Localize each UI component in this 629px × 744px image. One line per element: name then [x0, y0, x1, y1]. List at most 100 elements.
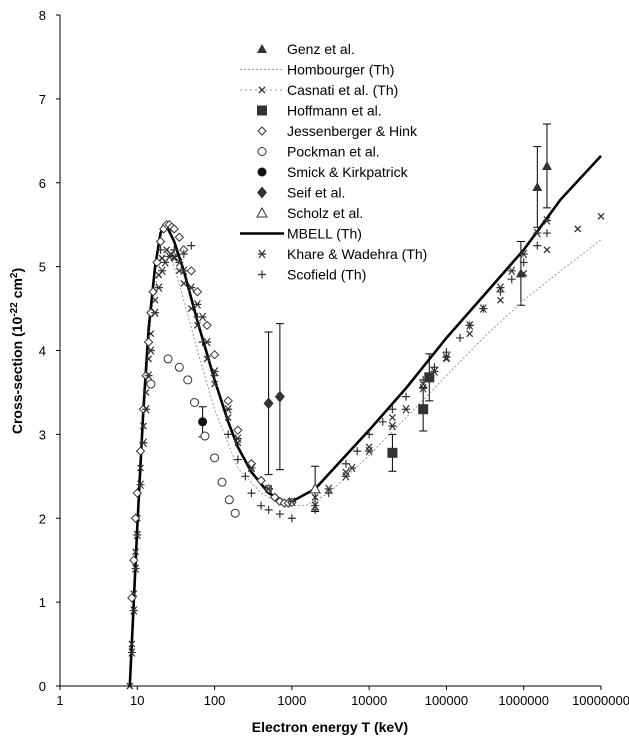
legend-label-hombourger-th: Hombourger (Th)	[287, 62, 394, 78]
data-point-khare-wadehra-th	[324, 484, 333, 494]
data-point-pockman-et-al	[163, 354, 173, 364]
legend-swatch-scofield-th	[258, 270, 266, 279]
data-point-casnati-et-al-th	[175, 267, 183, 275]
data-point-jessenberger-hink	[192, 287, 203, 297]
data-point-jessenberger-hink	[155, 236, 166, 247]
legend-label-khare-wadehra-th: Khare & Wadehra (Th)	[287, 246, 427, 262]
data-point-scofield-th	[264, 505, 273, 514]
data-point-jessenberger-hink	[148, 287, 158, 297]
data-point-khare-wadehra-th	[131, 564, 140, 573]
legend-swatch-smick-kirkpatrick	[257, 167, 267, 177]
data-point-jessenberger-hink	[233, 425, 243, 435]
data-point-hoffmann-et-al	[418, 404, 429, 415]
data-point-genz-et-al	[541, 160, 552, 170]
data-point-scofield-th	[519, 258, 528, 267]
data-point-casnati-et-al-th	[311, 493, 319, 501]
y-tick-label: 5	[39, 260, 46, 275]
data-point-jessenberger-hink	[130, 513, 141, 523]
data-point-genz-et-al	[532, 181, 543, 191]
data-point-scofield-th	[496, 287, 505, 296]
data-point-pockman-et-al	[210, 453, 220, 463]
legend-label-hoffmann-et-al: Hoffmann et al.	[287, 103, 382, 119]
data-point-scofield-th	[402, 392, 411, 401]
data-point-scofield-th	[187, 241, 196, 250]
data-point-scofield-th	[247, 489, 256, 498]
data-point-khare-wadehra-th	[507, 266, 516, 276]
data-point-khare-wadehra-th	[233, 434, 242, 443]
legend-swatch-seif-et-al	[257, 186, 267, 199]
data-point-khare-wadehra-th	[170, 252, 179, 261]
data-point-scofield-th	[324, 489, 333, 498]
series-line-mbell-th	[128, 155, 602, 687]
data-point-scofield-th	[456, 333, 465, 342]
data-point-jessenberger-hink	[256, 475, 266, 486]
x-tick-label: 10000	[351, 693, 387, 708]
data-point-scofield-th	[311, 505, 320, 514]
data-point-khare-wadehra-th	[341, 471, 350, 481]
data-point-casnati-et-al-th	[142, 388, 150, 396]
data-point-khare-wadehra-th	[127, 648, 136, 657]
y-axis-title-exponent-2: 2	[9, 272, 20, 278]
data-point-pockman-et-al	[174, 362, 184, 372]
data-point-khare-wadehra-th	[365, 446, 374, 456]
y-tick-label: 0	[39, 679, 46, 694]
legend: Genz et al. Hombourger (Th) Casnati et al.…	[240, 41, 427, 283]
data-point-scofield-th	[170, 245, 179, 254]
data-point-casnati-et-al-th	[180, 279, 188, 287]
data-point-jessenberger-hink	[152, 257, 162, 268]
data-point-casnati-et-al-th	[193, 321, 201, 329]
legend-label-scholz-et-al: Scholz et al.	[287, 205, 363, 221]
data-point-scofield-th	[233, 455, 242, 464]
legend-swatch-scholz-et-al	[256, 206, 268, 218]
data-point-khare-wadehra-th	[402, 404, 411, 414]
data-point-khare-wadehra-th	[210, 367, 219, 376]
data-point-pockman-et-al	[183, 375, 193, 385]
legend-label-smick-kirkpatrick: Smick & Kirkpatrick	[287, 164, 409, 180]
data-point-scofield-th	[465, 321, 474, 330]
data-point-seif-et-al	[263, 397, 274, 410]
data-point-casnati-et-al-th	[574, 225, 582, 233]
data-point-casnati-et-al-th	[137, 464, 144, 472]
data-point-casnati-et-al-th	[543, 246, 551, 254]
data-point-khare-wadehra-th	[179, 266, 188, 276]
legend-label-mbell-th: MBELL (Th)	[287, 226, 362, 242]
data-point-khare-wadehra-th	[419, 383, 428, 393]
data-point-casnati-et-al-th	[496, 296, 504, 304]
legend-swatch-khare-wadehra-th	[258, 249, 266, 259]
data-point-pockman-et-al	[224, 495, 234, 505]
data-point-jessenberger-hink	[143, 337, 154, 347]
y-tick-labels: 0 1 2 3 4 5 6 7 8	[39, 8, 60, 694]
y-axis-title-suffix: )	[9, 268, 25, 273]
data-point-casnati-et-al-th	[151, 296, 159, 304]
data-point-khare-wadehra-th	[146, 346, 155, 355]
data-point-khare-wadehra-th	[496, 283, 505, 292]
data-point-casnati-et-al-th	[147, 330, 155, 338]
y-tick-label: 2	[39, 511, 46, 526]
data-point-khare-wadehra-th	[542, 216, 551, 225]
data-point-scofield-th	[419, 375, 428, 384]
data-point-scofield-th	[257, 501, 266, 510]
legend-swatch-genz-et-al	[257, 44, 267, 53]
data-point-khare-wadehra-th	[287, 497, 296, 506]
data-point-scofield-th	[365, 430, 374, 439]
data-point-khare-wadehra-th	[139, 438, 148, 448]
x-tick-label: 1000	[277, 693, 306, 708]
data-point-pockman-et-al	[146, 379, 156, 389]
data-point-scofield-th	[210, 371, 219, 380]
data-point-smick-kirkpatrick	[198, 417, 208, 427]
data-point-pockman-et-al	[200, 431, 210, 441]
legend-label-scofield-th: Scofield (Th)	[287, 267, 366, 283]
data-point-scofield-th	[341, 459, 350, 468]
data-point-khare-wadehra-th	[264, 484, 273, 494]
data-point-khare-wadehra-th	[430, 367, 439, 376]
data-point-scholz-et-al	[309, 482, 321, 494]
data-point-hoffmann-et-al	[424, 372, 435, 383]
data-point-scofield-th	[224, 430, 233, 439]
data-point-scofield-th	[442, 348, 451, 357]
y-axis-title-prefix: Cross-section (10	[9, 316, 25, 434]
data-point-casnati-et-al-th	[224, 414, 232, 422]
data-point-scofield-th	[241, 472, 250, 481]
y-axis-title-exponent-1: -22	[9, 302, 20, 317]
data-point-jessenberger-hink	[132, 488, 142, 498]
